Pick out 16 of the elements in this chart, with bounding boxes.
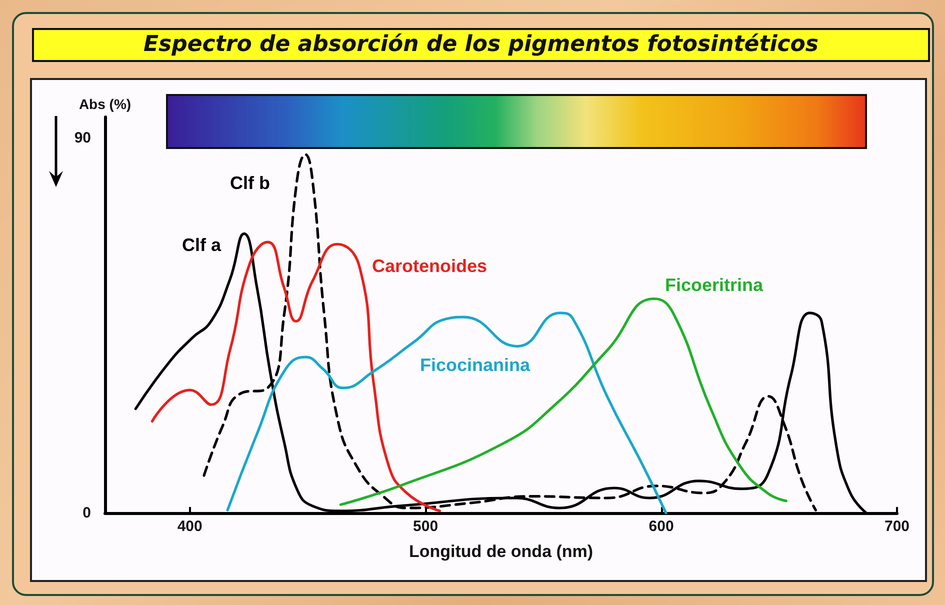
y-tick-label: 0 [82, 504, 91, 522]
series-label: Carotenoides [372, 256, 488, 276]
x-axis-title: Longitud de onda (nm) [408, 542, 594, 561]
x-tick-label: 500 [413, 518, 438, 535]
y-axis-title: Abs (%) [78, 96, 132, 112]
x-tick-label: 600 [648, 518, 674, 535]
x-tick-label: 700 [884, 518, 910, 535]
series-label: Ficoeritrina [665, 275, 764, 295]
y-tick-label: 90 [74, 129, 91, 146]
line-series [339, 297, 788, 506]
x-tick-label: 400 [177, 518, 202, 535]
series-label: Clf b [230, 173, 270, 193]
chart-title: Espectro de absorción de los pigmentos fotosintéticos [32, 28, 930, 62]
series-label: Clf a [182, 235, 222, 255]
line-series [226, 312, 668, 514]
series-label: Ficocinanina [420, 355, 532, 375]
